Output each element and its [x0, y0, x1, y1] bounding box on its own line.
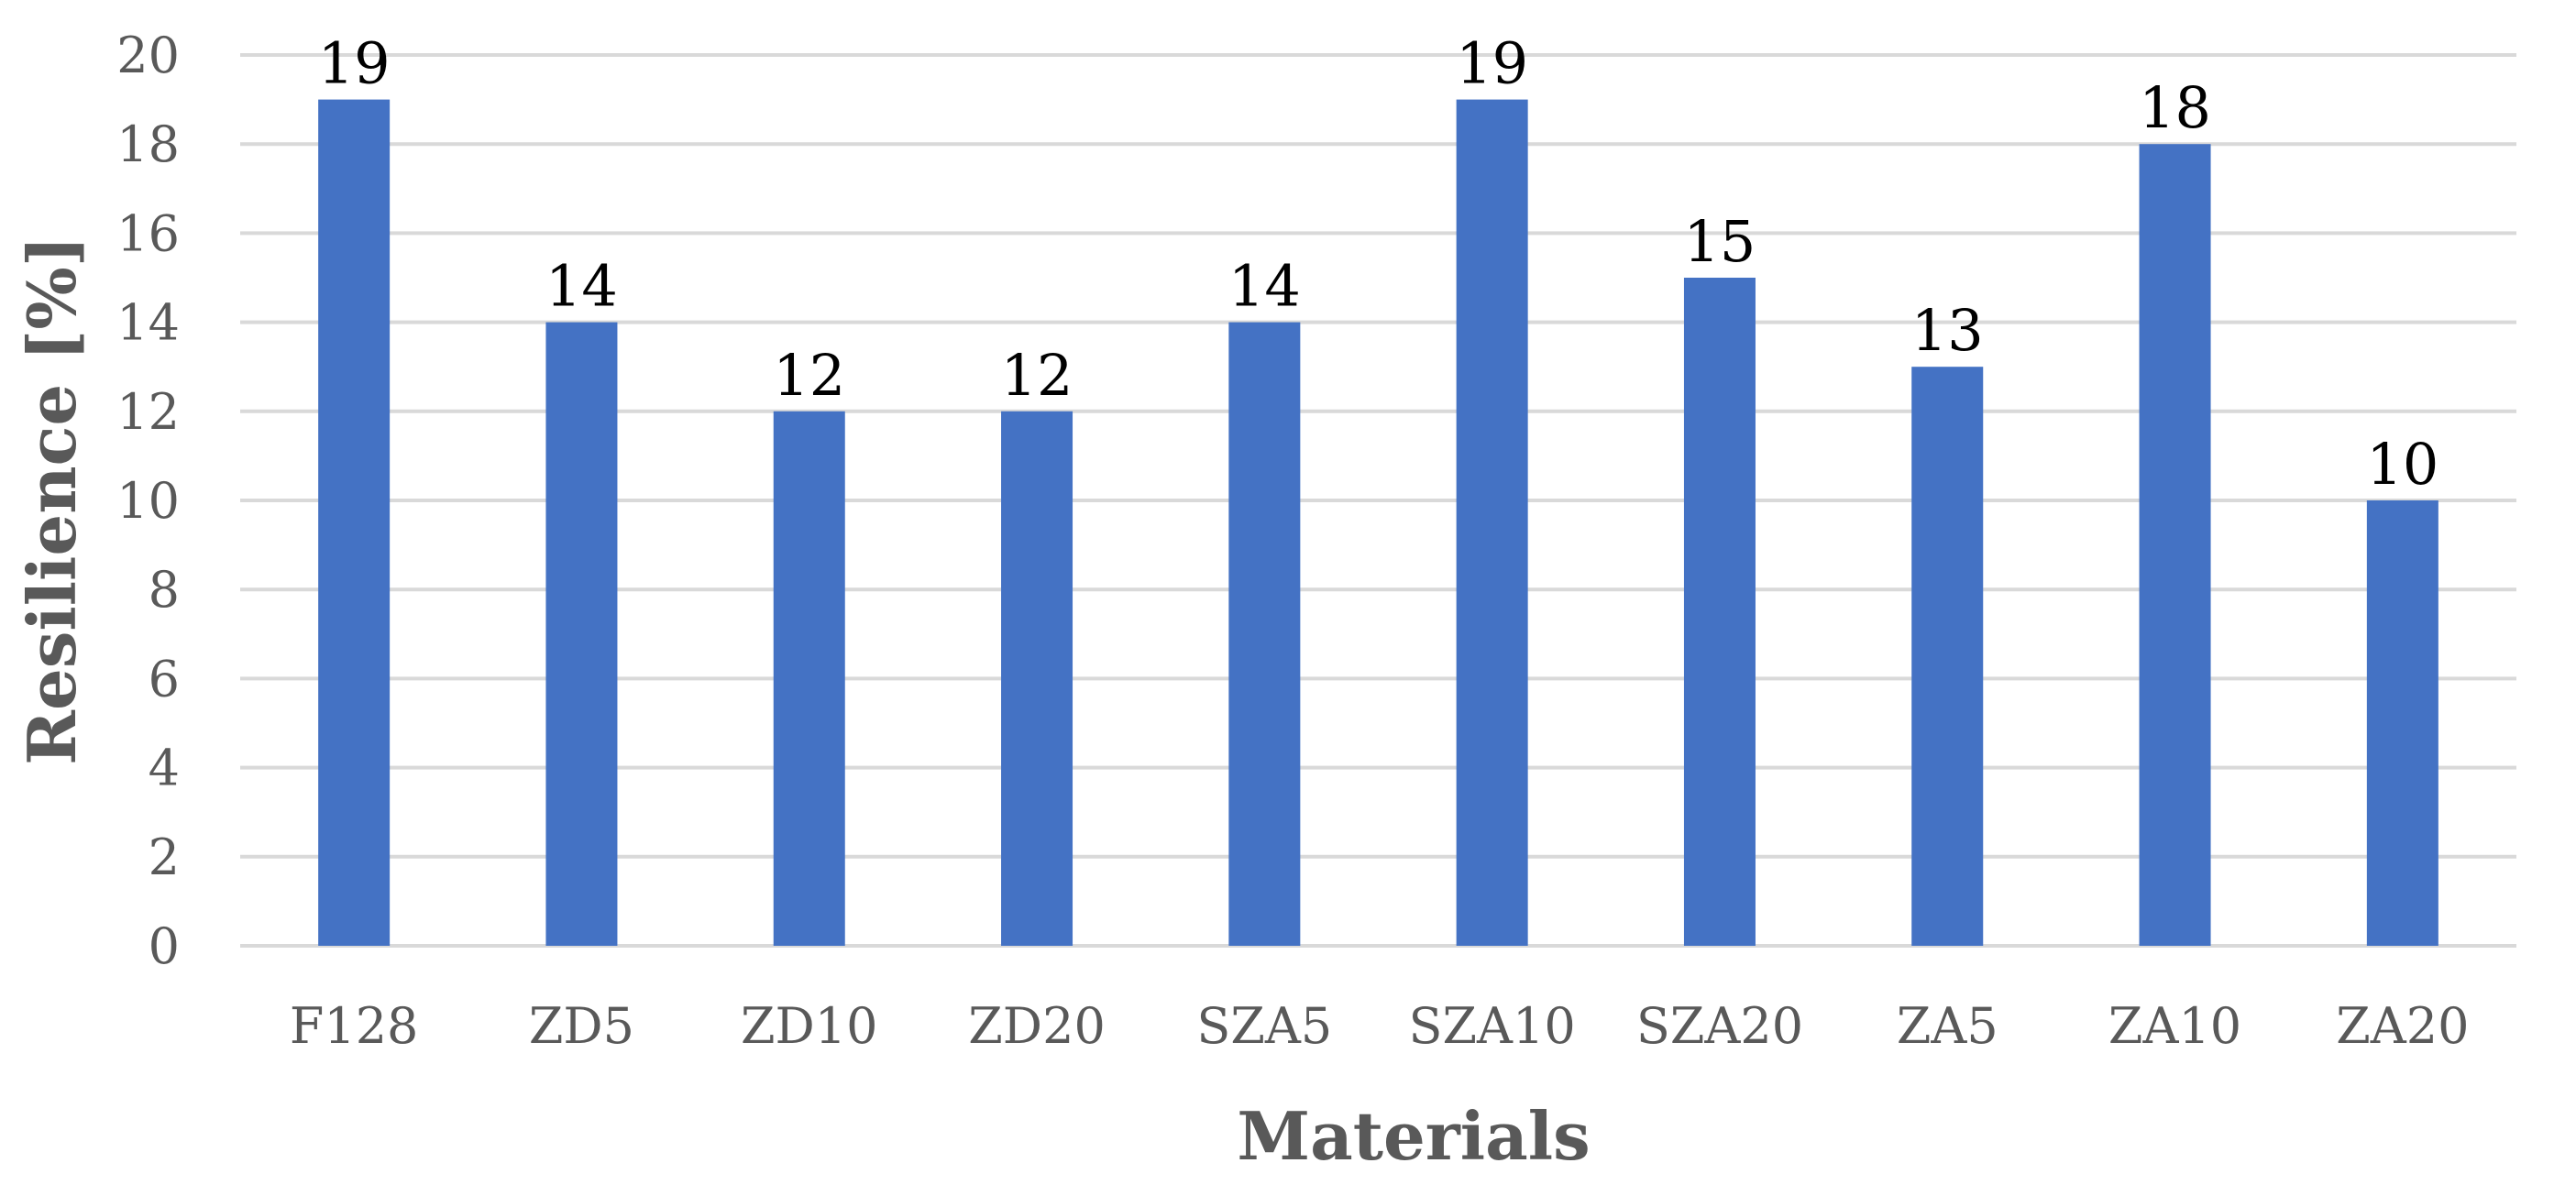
x-tick-label: SZA20 — [1636, 997, 1803, 1055]
gridlines — [240, 53, 2516, 948]
y-tick-label: 10 — [116, 472, 180, 530]
x-tick-label: SZA5 — [1196, 997, 1332, 1055]
bar-zd10 — [773, 411, 845, 946]
bar-f128 — [318, 99, 391, 947]
y-tick-label: 6 — [149, 650, 180, 708]
y-tick-label: 16 — [116, 204, 180, 262]
data-label: 12 — [1001, 342, 1073, 409]
bars — [318, 99, 2438, 947]
data-label: 12 — [773, 342, 845, 409]
x-tick-label: ZD20 — [968, 997, 1106, 1055]
x-axis-ticks: F128 ZD5 ZD10 ZD20 SZA5 SZA10 SZA20 ZA5 ZA10 ZA20 — [290, 997, 2470, 1055]
data-label: 14 — [545, 253, 618, 320]
y-tick-label: 8 — [149, 561, 180, 619]
y-axis-ticks: 0 2 4 6 8 10 12 14 16 18 20 — [116, 27, 180, 975]
data-label: 13 — [1911, 297, 1984, 364]
y-tick-label: 12 — [116, 383, 180, 441]
data-label: 19 — [318, 30, 391, 97]
x-tick-label: ZD5 — [529, 997, 634, 1055]
x-tick-label: F128 — [290, 997, 419, 1055]
x-tick-label: ZA5 — [1897, 997, 1998, 1055]
data-label: 15 — [1683, 208, 1756, 275]
bar-za20 — [2366, 500, 2438, 946]
y-axis-title: Resilience [%] — [13, 236, 91, 765]
data-label: 10 — [2366, 431, 2438, 498]
y-tick-label: 20 — [116, 27, 180, 84]
x-tick-label: ZA10 — [2108, 997, 2241, 1055]
y-tick-label: 14 — [116, 294, 180, 352]
data-label: 18 — [2139, 74, 2211, 141]
y-tick-label: 0 — [149, 917, 180, 975]
bar-sza20 — [1683, 278, 1756, 946]
x-axis-title: Materials — [1237, 1097, 1590, 1175]
data-labels: 19 14 12 12 14 19 15 13 18 10 — [318, 30, 2439, 498]
bar-sza5 — [1228, 322, 1301, 947]
data-label: 19 — [1456, 30, 1528, 97]
y-tick-label: 4 — [149, 740, 180, 797]
bar-zd5 — [545, 322, 618, 947]
x-tick-label: ZD10 — [741, 997, 878, 1055]
y-tick-label: 18 — [116, 115, 180, 173]
x-tick-label: SZA10 — [1409, 997, 1576, 1055]
y-tick-label: 2 — [149, 828, 180, 886]
bar-za5 — [1911, 367, 1984, 946]
bar-za10 — [2139, 144, 2211, 946]
bar-zd20 — [1001, 411, 1073, 946]
x-tick-label: ZA20 — [2336, 997, 2469, 1055]
data-label: 14 — [1228, 253, 1301, 320]
bar-sza10 — [1456, 99, 1528, 947]
